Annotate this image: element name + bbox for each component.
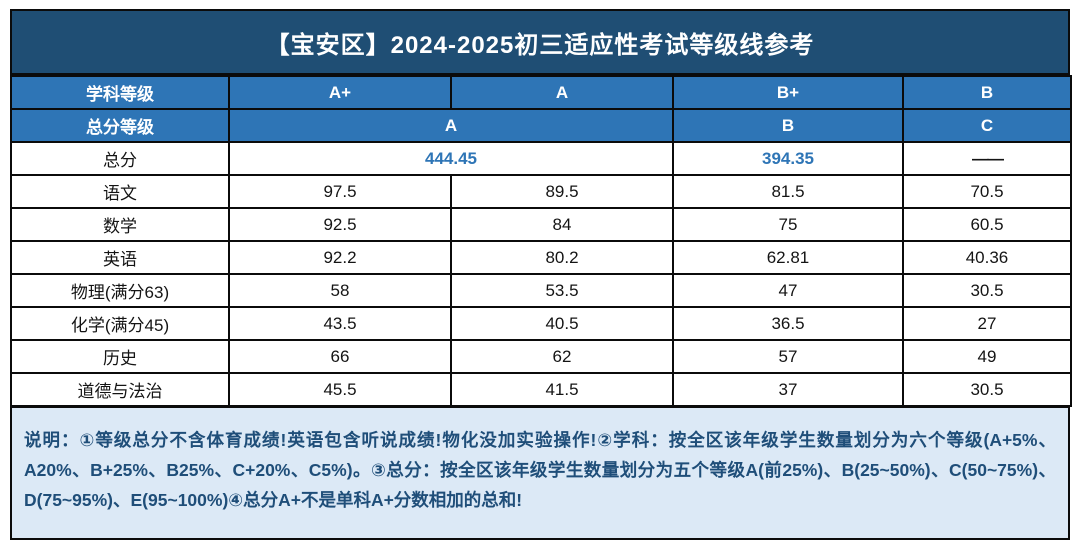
- row-label-total-score: 总分: [10, 141, 230, 176]
- cell-value: 30.5: [902, 372, 1072, 407]
- cell-value: 92.2: [228, 240, 452, 275]
- table-row-morality-law: 道德与法治 45.5 41.5 37 30.5: [10, 372, 1072, 407]
- cell-value: 60.5: [902, 207, 1072, 242]
- table-row-english: 英语 92.2 80.2 62.81 40.36: [10, 240, 1072, 275]
- row-label: 化学(满分45): [10, 306, 230, 341]
- cell-value: 53.5: [450, 273, 674, 308]
- cell-value: 36.5: [672, 306, 904, 341]
- cell-value: 62.81: [672, 240, 904, 275]
- cell-value: 30.5: [902, 273, 1072, 308]
- total-grade-header-row: 总分等级 A B C: [10, 108, 1072, 143]
- cell-value: 92.5: [228, 207, 452, 242]
- cell-value: 89.5: [450, 174, 674, 209]
- cell-value: 47: [672, 273, 904, 308]
- total-grade-b: B: [672, 108, 904, 143]
- subject-grade-header-row: 学科等级 A+ A B+ B: [10, 75, 1072, 110]
- cell-value: 81.5: [672, 174, 904, 209]
- grade-line-table: 学科等级 A+ A B+ B 总分等级 A B C 总分 444.45 394.…: [10, 75, 1072, 407]
- cell-value: 70.5: [902, 174, 1072, 209]
- row-label: 历史: [10, 339, 230, 374]
- poster-frame: 【宝安区】2024-2025初三适应性考试等级线参考 学科等级 A+ A B+ …: [10, 9, 1072, 540]
- row-label-subject-grade: 学科等级: [10, 75, 230, 110]
- subject-grade-b-plus: B+: [672, 75, 904, 110]
- cell-value: 45.5: [228, 372, 452, 407]
- total-score-row: 总分 444.45 394.35 ——: [10, 141, 1072, 176]
- total-score-a: 444.45: [228, 141, 674, 176]
- cell-value: 97.5: [228, 174, 452, 209]
- row-label: 物理(满分63): [10, 273, 230, 308]
- cell-value: 41.5: [450, 372, 674, 407]
- table-row-math: 数学 92.5 84 75 60.5: [10, 207, 1072, 242]
- row-label-total-grade: 总分等级: [10, 108, 230, 143]
- cell-value: 75: [672, 207, 904, 242]
- cell-value: 49: [902, 339, 1072, 374]
- row-label: 数学: [10, 207, 230, 242]
- notes-box: 说明：①等级总分不含体育成绩!英语包含听说成绩!物化没加实验操作!②学科：按全区…: [10, 407, 1070, 540]
- table-row-chinese: 语文 97.5 89.5 81.5 70.5: [10, 174, 1072, 209]
- cell-value: 43.5: [228, 306, 452, 341]
- title-banner: 【宝安区】2024-2025初三适应性考试等级线参考: [10, 9, 1070, 75]
- page-title: 【宝安区】2024-2025初三适应性考试等级线参考: [265, 31, 815, 59]
- cell-value: 58: [228, 273, 452, 308]
- subject-grade-b: B: [902, 75, 1072, 110]
- total-score-b: 394.35: [672, 141, 904, 176]
- cell-value: 84: [450, 207, 674, 242]
- cell-value: 80.2: [450, 240, 674, 275]
- cell-value: 66: [228, 339, 452, 374]
- cell-value: 40.5: [450, 306, 674, 341]
- total-grade-c: C: [902, 108, 1072, 143]
- table-row-chemistry: 化学(满分45) 43.5 40.5 36.5 27: [10, 306, 1072, 341]
- cell-value: 62: [450, 339, 674, 374]
- notes-text: 说明：①等级总分不含体育成绩!英语包含听说成绩!物化没加实验操作!②学科：按全区…: [24, 430, 1056, 510]
- row-label: 英语: [10, 240, 230, 275]
- cell-value: 40.36: [902, 240, 1072, 275]
- subject-grade-a-plus: A+: [228, 75, 452, 110]
- cell-value: 27: [902, 306, 1072, 341]
- cell-value: 37: [672, 372, 904, 407]
- table-row-history: 历史 66 62 57 49: [10, 339, 1072, 374]
- total-score-c-dash: ——: [902, 141, 1072, 176]
- row-label: 语文: [10, 174, 230, 209]
- row-label: 道德与法治: [10, 372, 230, 407]
- cell-value: 57: [672, 339, 904, 374]
- table-row-physics: 物理(满分63) 58 53.5 47 30.5: [10, 273, 1072, 308]
- total-grade-a: A: [228, 108, 674, 143]
- subject-grade-a: A: [450, 75, 674, 110]
